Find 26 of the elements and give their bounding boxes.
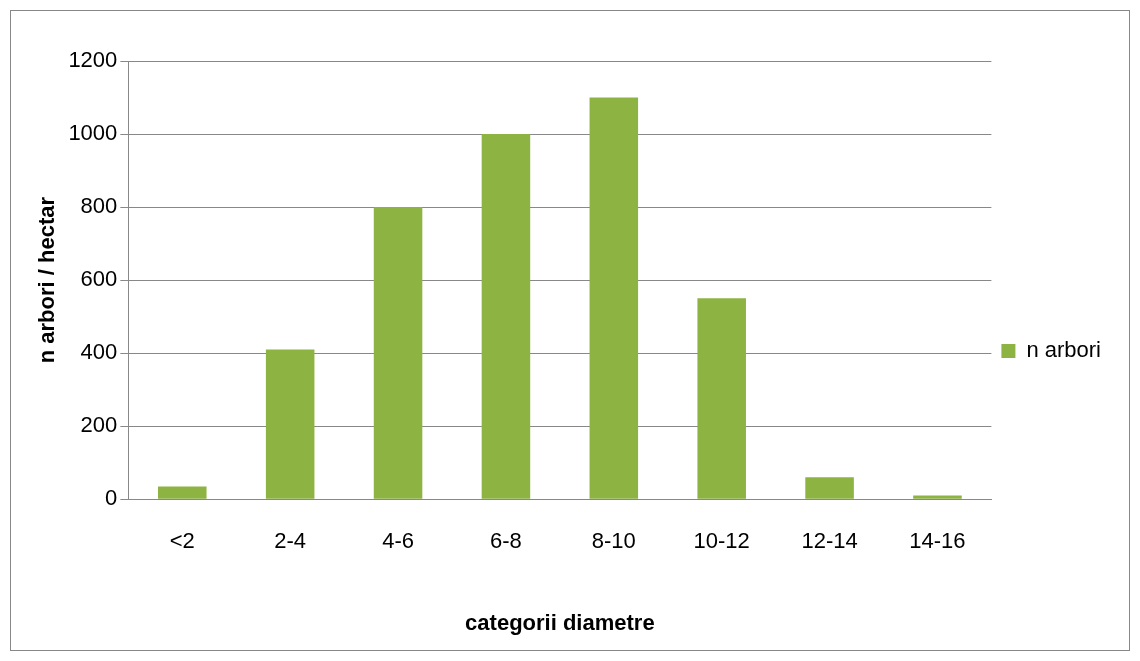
bar xyxy=(589,97,639,499)
y-tick-label: 1000 xyxy=(68,120,118,146)
y-tick-label: 1200 xyxy=(68,47,118,73)
bar xyxy=(158,486,207,499)
bar xyxy=(697,298,746,499)
y-axis-title: n arbori / hectar xyxy=(34,196,60,364)
bar xyxy=(805,477,854,499)
y-tick-label: 800 xyxy=(80,193,118,219)
x-tick-label: 10-12 xyxy=(693,528,750,554)
x-tick-label: 2-4 xyxy=(274,528,307,554)
x-tick-label: 8-10 xyxy=(591,528,636,554)
y-tick-label: 600 xyxy=(80,266,118,292)
x-tick-label: 6-8 xyxy=(490,528,522,554)
x-tick-label: <2 xyxy=(169,528,195,554)
bar xyxy=(265,349,315,499)
x-tick-label: 12-14 xyxy=(801,528,858,554)
bar xyxy=(481,134,531,499)
y-tick-label: 200 xyxy=(80,412,118,438)
y-tick-label: 0 xyxy=(105,485,118,511)
x-tick-label: 4-6 xyxy=(382,528,414,554)
x-axis-title: categorii diametre xyxy=(465,609,655,635)
bar xyxy=(913,495,962,499)
legend-label: n arbori xyxy=(1026,337,1101,363)
y-tick-label: 400 xyxy=(80,339,118,365)
x-tick-label: 14-16 xyxy=(909,528,966,554)
bar xyxy=(373,207,423,499)
